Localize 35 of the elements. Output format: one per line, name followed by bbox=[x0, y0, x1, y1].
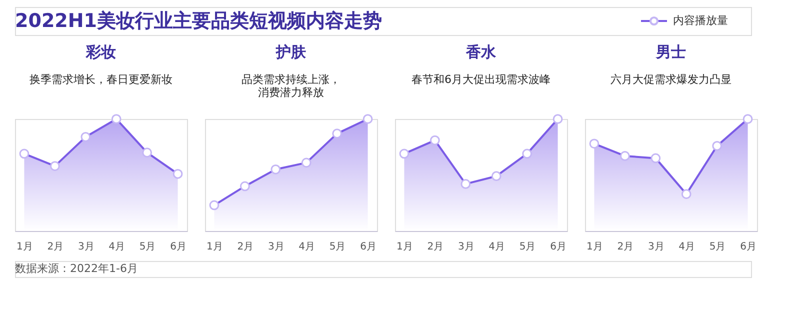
legend-label: 内容播放量 bbox=[673, 14, 728, 27]
x-tick-label: 2月 bbox=[617, 242, 634, 252]
x-tick-label: 2月 bbox=[237, 242, 254, 252]
x-tick-label: 1月 bbox=[396, 242, 413, 252]
x-tick-label: 1月 bbox=[586, 242, 603, 252]
x-tick-label: 6月 bbox=[550, 242, 566, 252]
source-note: 数据来源：2022年1-6月 bbox=[15, 262, 138, 275]
x-tick-label: 5月 bbox=[519, 242, 536, 252]
x-tick-label: 3月 bbox=[268, 242, 284, 252]
text: 2022H1美妆行业主要品类短视频内容走势 bbox=[15, 10, 382, 32]
x-tick-label: 5月 bbox=[139, 242, 156, 252]
x-tick-label: 2月 bbox=[47, 242, 64, 252]
chart-subtitle: 换季需求增长，春日更爱新妆 bbox=[30, 72, 172, 86]
chart-title: 男士 bbox=[655, 42, 686, 61]
chart-subtitle: 品类需求持续上涨，消费潜力释放 bbox=[242, 72, 340, 99]
x-tick-label: 3月 bbox=[648, 242, 664, 252]
x-tick-label: 3月 bbox=[78, 242, 94, 252]
x-tick-label: 5月 bbox=[709, 242, 726, 252]
x-tick-label: 6月 bbox=[740, 242, 756, 252]
chart-subtitle: 六月大促需求爆发力凸显 bbox=[610, 72, 732, 86]
chart-subtitle: 春节和6月大促出现需求波峰 bbox=[412, 72, 550, 86]
x-tick-label: 4月 bbox=[108, 242, 126, 252]
x-tick-label: 4月 bbox=[488, 242, 506, 252]
chart-title: 彩妆 bbox=[85, 42, 116, 61]
chart-title: 香水 bbox=[465, 42, 497, 61]
x-tick-label: 1月 bbox=[16, 242, 33, 252]
x-tick-label: 1月 bbox=[206, 242, 223, 252]
x-tick-label: 6月 bbox=[170, 242, 186, 252]
x-tick-label: 3月 bbox=[458, 242, 474, 252]
x-tick-label: 5月 bbox=[329, 242, 346, 252]
chart-title: 护肤 bbox=[275, 42, 307, 61]
x-tick-label: 4月 bbox=[678, 242, 696, 252]
x-tick-label: 4月 bbox=[298, 242, 316, 252]
x-tick-label: 6月 bbox=[360, 242, 376, 252]
x-tick-label: 2月 bbox=[427, 242, 444, 252]
